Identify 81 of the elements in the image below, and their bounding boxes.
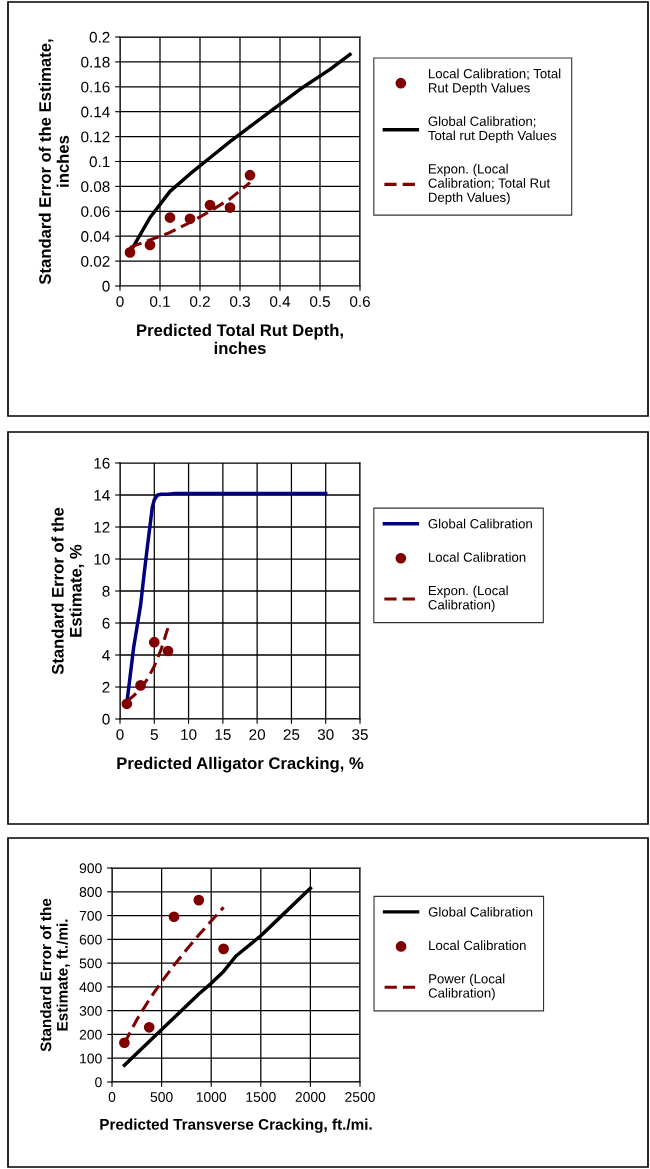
x-tick-label: 25: [283, 729, 300, 740]
x-tick-label: 5: [150, 729, 158, 740]
y-tick-label: 14: [94, 490, 110, 501]
y-axis-title: Standard Error of the Estimate, inches: [38, 39, 69, 285]
legend-label: Expon. (Local Calibration; Total Rut Depth Values): [428, 163, 551, 205]
y-tick-label: 0: [102, 713, 110, 725]
x-tick-label: 35: [352, 729, 368, 740]
x-tick-label: 30: [317, 729, 334, 740]
y-tick-label: 500: [79, 958, 102, 969]
x-tick-label: 2500: [345, 1092, 375, 1102]
x-axis-title: Predicted Total Rut Depth, inches: [137, 323, 343, 355]
y-tick-label: 0.12: [81, 131, 110, 143]
x-tick-label: 10: [181, 729, 197, 740]
legend-label: Local Calibration: [428, 552, 526, 562]
y-tick-label: 300: [79, 1006, 102, 1016]
x-tick-label: 1000: [196, 1092, 227, 1102]
y-tick-label: 16: [94, 457, 110, 469]
y-tick-label: 0: [95, 1077, 102, 1088]
y-tick-label: 8: [102, 585, 110, 597]
y-axis-title: Standard Error of the Estimate, %: [51, 507, 85, 675]
y-tick-label: 400: [79, 982, 102, 993]
y-tick-label: 0.18: [81, 56, 110, 68]
x-tick-label: 0.5: [309, 296, 330, 307]
y-tick-label: 600: [79, 934, 102, 945]
y-tick-label: 0.1: [89, 156, 110, 168]
y-tick-label: 0.06: [81, 206, 110, 217]
x-tick-label: 0: [116, 729, 124, 740]
x-axis-title: Predicted Transverse Cracking, ft./mi.: [100, 1118, 372, 1133]
point: [124, 247, 136, 258]
point: [224, 202, 236, 213]
legend-label: Global Calibration: [428, 518, 532, 529]
y-tick-label: 12: [94, 521, 110, 533]
legend-label: Global Calibration: [428, 906, 533, 917]
point: [162, 645, 174, 657]
point: [121, 698, 133, 710]
point: [244, 169, 256, 181]
x-tick-label: 500: [150, 1092, 173, 1102]
legend-label: Global Calibration; Total rut Depth Values: [428, 116, 557, 143]
x-axis-title: Predicted Alligator Cracking, %: [117, 756, 364, 773]
y-tick-label: 700: [79, 910, 102, 921]
y-tick-label: 0.2: [89, 31, 110, 43]
point: [204, 199, 216, 211]
x-tick-label: 0.4: [269, 296, 291, 307]
x-tick-label: 2000: [295, 1092, 326, 1102]
x-tick-label: 0: [116, 296, 124, 307]
x-tick-label: 0.6: [349, 296, 370, 307]
y-tick-label: 900: [79, 863, 102, 874]
point: [119, 1037, 130, 1049]
point: [143, 1021, 155, 1033]
point: [184, 213, 196, 225]
y-tick-label: 6: [102, 617, 110, 629]
point: [193, 894, 205, 906]
point: [168, 911, 180, 923]
x-tick-label: 1500: [246, 1092, 276, 1102]
y-tick-label: 200: [79, 1029, 102, 1040]
y-tick-label: 800: [79, 887, 102, 897]
x-tick-label: 15: [215, 729, 231, 740]
x-tick-label: 0.1: [149, 296, 170, 307]
point: [164, 212, 176, 223]
legend-label: Expon. (Local Calibration): [428, 585, 508, 613]
x-tick-label: 20: [249, 729, 266, 740]
point: [148, 636, 160, 648]
legend-label: Local Calibration; Total Rut Depth Values: [428, 68, 561, 96]
x-tick-label: 0.2: [189, 296, 210, 307]
y-tick-label: 0: [102, 280, 110, 292]
point: [218, 943, 229, 955]
legend-label: Power (Local Calibration): [428, 973, 505, 1001]
y-tick-label: 0.08: [81, 181, 110, 193]
y-tick-label: 0.04: [81, 231, 110, 242]
y-tick-label: 0.02: [81, 255, 110, 267]
y-tick-label: 100: [80, 1053, 102, 1064]
point: [144, 239, 156, 251]
x-tick-label: 0.3: [229, 296, 250, 307]
y-tick-label: 2: [102, 681, 110, 693]
point: [135, 680, 146, 691]
y-axis-title: Standard Error of the Estimate, ft./mi.: [40, 898, 70, 1052]
y-tick-label: 0.16: [81, 81, 110, 93]
y-tick-label: 0.14: [81, 106, 110, 118]
y-tick-label: 10: [94, 553, 110, 565]
legend-label: Local Calibration: [429, 940, 526, 951]
y-tick-label: 4: [102, 650, 110, 661]
